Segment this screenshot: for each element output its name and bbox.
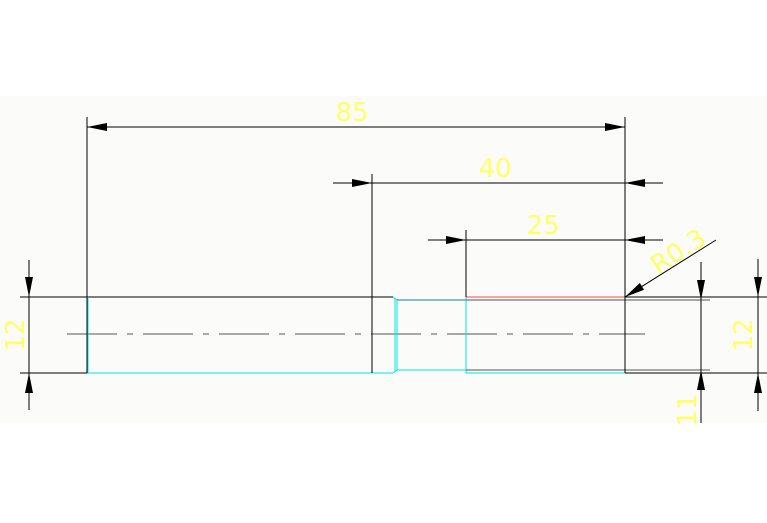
drawing-area [0, 96, 767, 423]
extension-lines [86, 117, 626, 373]
dim-text-left-12: 12 [1, 318, 31, 351]
radius-leader [624, 239, 717, 298]
dim-text-11: 11 [673, 393, 703, 426]
dim-text-40: 40 [478, 154, 511, 184]
dim-text-85: 85 [335, 98, 368, 128]
dim-text-25: 25 [526, 211, 559, 241]
shaft-outline [20, 296, 767, 374]
dim-text-right-12: 12 [729, 318, 759, 351]
